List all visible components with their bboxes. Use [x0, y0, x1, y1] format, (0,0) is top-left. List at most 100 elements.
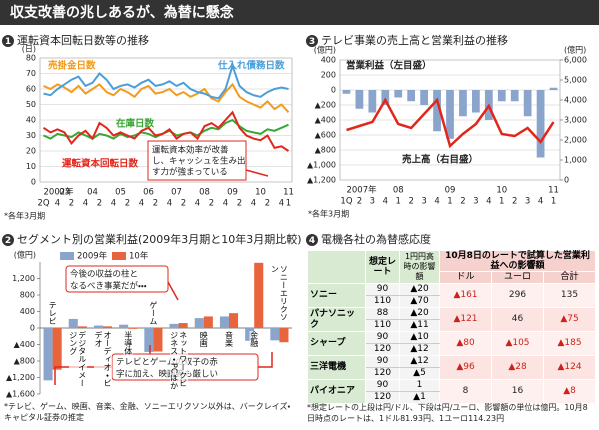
y-tick-label: 5,000	[564, 76, 587, 85]
x-tick-label: 2	[97, 199, 102, 209]
company-cell: ソニー	[307, 283, 366, 308]
y-tick-label: 0	[31, 178, 36, 187]
x-group-label: 07	[171, 188, 182, 198]
x-tick-label: 4	[167, 199, 172, 209]
x-tick-label: 2	[408, 197, 413, 207]
header-cell	[307, 250, 366, 284]
impact-cell: ▲20	[399, 283, 440, 296]
table-row: パナソニック 88 ▲20 ▲121 46 ▲75	[307, 307, 597, 332]
bar	[52, 328, 62, 370]
bar	[407, 90, 416, 102]
annotation-box	[65, 265, 169, 293]
x-group-label: 09	[445, 186, 456, 196]
x-tick-label: 1Q	[340, 197, 352, 207]
panel-badge	[306, 35, 318, 47]
x-group-label: 2002年	[44, 187, 75, 198]
annotation-text: 今後の収益の柱と	[70, 269, 138, 280]
impact-estimate-cell: ▲105	[491, 331, 544, 356]
x-tick-label: 金融	[249, 331, 259, 347]
x-tick-label: 2	[357, 197, 362, 207]
y-tick-label: ▲800	[315, 146, 336, 155]
panel-title: テレビ事業の売上高と営業利益の推移	[321, 33, 508, 47]
y-tick-label: 1,200	[12, 274, 35, 283]
bar	[229, 313, 239, 328]
panel-title: 運転資本回転日数等の推移	[17, 33, 149, 47]
bar	[77, 326, 87, 328]
x-tick-label: 1	[286, 199, 291, 209]
x-tick-label: 1	[447, 197, 452, 207]
x-tick-label: 音楽	[224, 331, 234, 347]
x-tick-label: 1	[551, 197, 556, 207]
annotation-arrow	[258, 352, 273, 368]
impact-estimate-cell: ▲28	[491, 355, 544, 380]
y-tick-label: ▲200	[315, 101, 336, 110]
sub-column-header: ドル	[439, 271, 492, 284]
rate-cell: 120	[365, 367, 400, 380]
footnote: *テレビ、ゲーム、映画、音楽、金融、ソニーエリクソン以外は、バークレイズ・キャピ…	[4, 402, 291, 422]
table-row: 120 ▲1	[308, 391, 596, 404]
table-row: 三洋電機 90 ▲12 ▲96 ▲28 ▲124	[307, 355, 597, 380]
y-tick-label: ▲600	[315, 131, 336, 140]
bar	[536, 90, 545, 158]
x-tick-label: 2	[153, 199, 158, 209]
footnote: *各年3月期	[4, 211, 45, 221]
x-tick-label: オーディオ・ビデオ	[94, 331, 112, 391]
y-tick-label: 20	[26, 147, 36, 156]
bar	[523, 90, 532, 117]
bar	[103, 326, 113, 328]
legend-swatch	[112, 252, 126, 260]
bar	[510, 90, 519, 102]
legend-swatch	[60, 252, 74, 260]
impact-cell: ▲5	[399, 367, 440, 380]
rate-cell: 90	[365, 283, 400, 296]
impact-cell: ▲11	[399, 319, 440, 332]
table-row: 110 ▲70	[308, 295, 596, 308]
bar	[433, 90, 441, 132]
rate-cell: 90	[365, 331, 400, 344]
series-label: 売掛金日数	[48, 60, 96, 72]
x-tick-label: 4	[223, 199, 228, 209]
company-cell: パイオニア	[307, 379, 366, 404]
panel-badge	[2, 234, 14, 246]
column-header: 10月8日のレートで試算した営業利益への影響額	[438, 250, 597, 272]
impact-estimate-cell: ▲75	[542, 307, 597, 332]
x-tick-label: 4	[195, 199, 200, 209]
x-tick-label: 2	[460, 197, 465, 207]
panel-badge	[2, 35, 14, 47]
y-tick-label: 30	[26, 131, 36, 140]
header-title: 収支改善の兆しあるが、為替に懸念	[10, 4, 234, 21]
x-group-label: 11	[548, 186, 559, 196]
impact-estimate-cell: ▲8	[542, 379, 597, 404]
bar	[219, 316, 229, 328]
sub-column-header: 合計	[542, 271, 597, 284]
bar	[169, 323, 179, 328]
bar	[254, 262, 264, 328]
x-tick-label: 2Q	[37, 199, 49, 209]
impact-estimate-cell: ▲80	[439, 331, 492, 356]
y-tick-label: ▲1,600	[6, 390, 35, 399]
x-tick-label: 4	[538, 197, 543, 207]
panel-badge	[306, 234, 318, 246]
line	[42, 110, 290, 152]
bar	[279, 328, 289, 343]
bar	[245, 328, 255, 341]
bar	[472, 90, 480, 113]
x-tick-label: 4	[279, 199, 284, 209]
y-tick-label: 200	[321, 71, 336, 80]
x-tick-label: 1	[396, 197, 401, 207]
panel-number: 2	[5, 236, 11, 246]
series-label: 在庫日数	[116, 118, 155, 130]
bar	[497, 90, 506, 102]
bar	[459, 90, 467, 117]
y-tick-label: ▲1,000	[307, 161, 336, 170]
impact-estimate-cell: ▲161	[439, 283, 492, 308]
bar	[420, 90, 428, 105]
bar	[128, 328, 138, 329]
rate-cell: 120	[365, 343, 400, 356]
annotation-text: 運転資本効率が改善	[152, 145, 229, 156]
legend-label: 10年	[129, 251, 149, 262]
line	[43, 82, 290, 113]
x-tick-label: 2	[237, 199, 242, 209]
x-tick-label: ゲーム	[148, 301, 158, 325]
annotation-text: テレビとゲームの双子の赤	[116, 357, 218, 368]
